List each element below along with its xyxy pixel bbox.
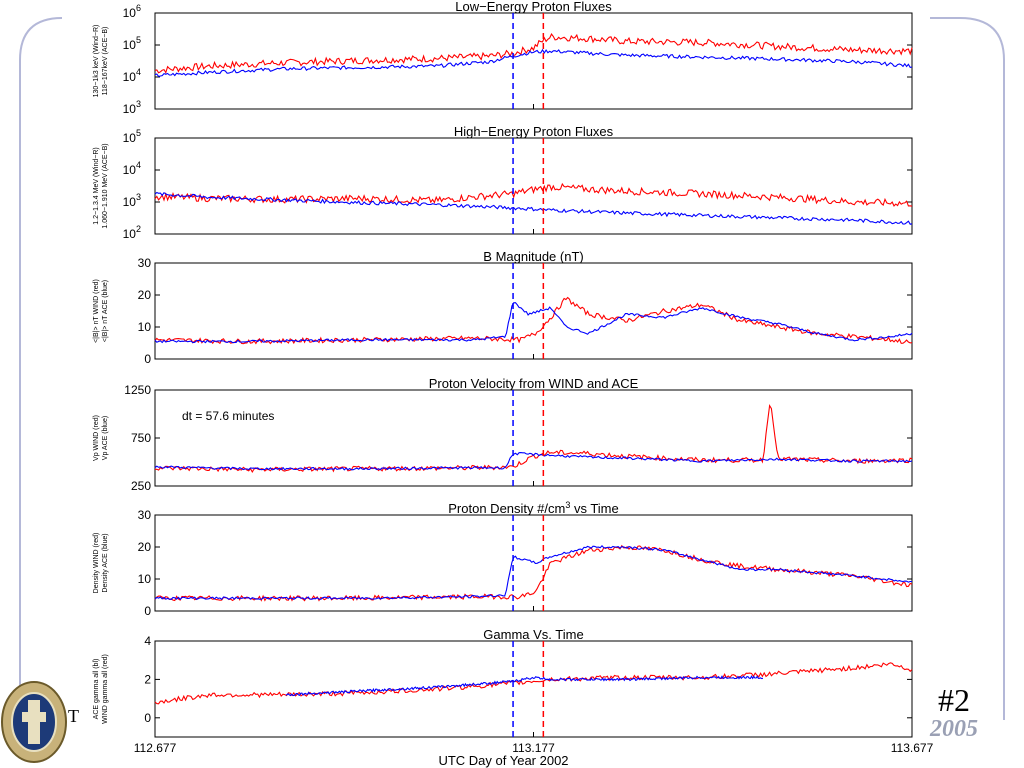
plot-title-4: Proton Density #/cm3 vs Time <box>448 500 618 516</box>
y-tick-label-4-1: 10 <box>138 572 152 586</box>
slide-year: 2005 <box>930 716 978 742</box>
y-tick-label-1-0: 102 <box>123 224 141 241</box>
plot-frame-5 <box>154 640 913 738</box>
y-tick-label-5-0: 0 <box>144 711 151 725</box>
y-label-0-1: 118−167keV (ACE−B) <box>102 27 109 96</box>
y-label-3-1: Vp ACE (blue) <box>102 416 109 460</box>
series-red-line-0 <box>154 33 913 74</box>
y-tick-label-0-1: 104 <box>123 67 141 84</box>
series-red-line-4 <box>154 544 913 602</box>
y-tick-label-2-2: 20 <box>138 288 152 302</box>
series-blue-line-1 <box>154 191 913 225</box>
series-blue-line-2 <box>154 302 913 344</box>
y-tick-label-3-0: 250 <box>131 479 151 493</box>
x-axis-label: UTC Day of Year 2002 <box>438 753 568 768</box>
x-tick-label-2: 113.677 <box>891 741 934 755</box>
y-label-4-1: Density ACE (blue) <box>102 533 109 592</box>
slide-number: #2 <box>938 682 970 718</box>
y-tick-label-4-3: 30 <box>138 508 152 522</box>
y-label-4-0: Density WIND (red) <box>93 533 100 594</box>
y-tick-label-2-3: 30 <box>138 256 152 270</box>
series-red-line-5 <box>154 662 913 705</box>
plot-title-2: B Magnitude (nT) <box>483 249 583 264</box>
y-label-3-0: Vp WIND (red) <box>93 415 100 461</box>
frame-right <box>930 17 1005 720</box>
plot-title-5: Gamma Vs. Time <box>483 627 583 642</box>
y-label-1-0: 1.2−1.3.4 MeV (Wind−R) <box>93 147 100 224</box>
plot-title-0: Low−Energy Proton Fluxes <box>455 0 612 14</box>
y-label-5-0: ACE gamma all (bl) <box>93 659 100 720</box>
plot-frame-2 <box>154 262 913 360</box>
y-label-0-0: 130−1k3 keV (Wind−R) <box>93 25 100 98</box>
series-red-line-2 <box>154 296 913 345</box>
plot-frame-0 <box>154 12 913 110</box>
y-tick-label-4-0: 0 <box>144 604 151 618</box>
y-tick-label-1-1: 103 <box>123 192 141 209</box>
x-tick-label-1: 113.177 <box>512 741 555 755</box>
series-blue-line-0 <box>154 48 913 78</box>
y-tick-label-5-1: 2 <box>144 672 151 686</box>
logo-fragment-text: T <box>68 706 79 726</box>
frame-left <box>19 17 63 720</box>
y-tick-label-1-2: 104 <box>123 160 141 177</box>
university-seal <box>1 681 67 763</box>
y-tick-label-2-1: 10 <box>138 320 152 334</box>
y-tick-label-1-3: 105 <box>123 128 141 145</box>
y-tick-label-3-2: 1250 <box>124 383 151 397</box>
y-label-5-1: WIND gamma all (red) <box>102 654 109 724</box>
series-blue-line-4 <box>154 545 912 601</box>
y-label-2-1: <|B|> nT ACE (blue) <box>102 280 109 342</box>
y-label-1-1: 1.060−1.910 MeV (ACE−B) <box>102 143 109 228</box>
plot-frame-3 <box>154 389 913 487</box>
y-label-2-0: <|B|> nT WIND (red) <box>93 279 100 343</box>
series-blue-line-3 <box>154 452 913 471</box>
y-tick-label-0-2: 105 <box>123 35 141 52</box>
y-tick-label-0-0: 103 <box>123 99 141 116</box>
y-tick-label-5-2: 4 <box>144 634 151 648</box>
y-tick-label-3-1: 750 <box>131 431 151 445</box>
plot-title-1: High−Energy Proton Fluxes <box>454 124 614 139</box>
y-tick-label-4-2: 20 <box>138 540 152 554</box>
y-tick-label-2-0: 0 <box>144 352 151 366</box>
x-tick-label-0: 112.677 <box>134 741 177 755</box>
series-blue-line-5 <box>285 675 763 697</box>
series-red-line-1 <box>154 182 913 207</box>
plot-frame-4 <box>154 514 913 612</box>
plot-title-3: Proton Velocity from WIND and ACE <box>429 376 639 391</box>
plot-annotation-3: dt = 57.6 minutes <box>182 409 274 423</box>
y-tick-label-0-3: 106 <box>123 3 141 20</box>
